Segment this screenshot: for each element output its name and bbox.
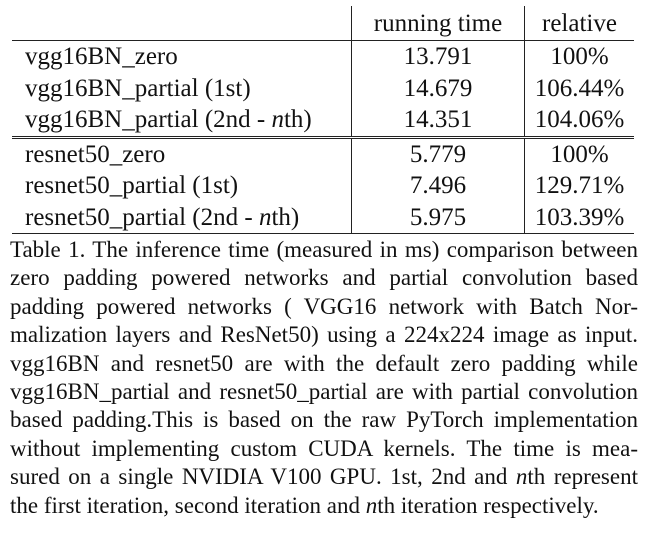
caption-line-text: th iteration respectively.	[377, 492, 599, 518]
caption-line: zero padding powered networks and partia…	[10, 265, 638, 291]
row-time: 7.496	[351, 170, 525, 202]
row-name: vgg16BN_partial (2nd - nth)	[12, 104, 352, 137]
caption-line: vgg16BN and resnet50 are with the defaul…	[10, 350, 638, 376]
caption-line: padding powered networks ( VGG16 network…	[10, 293, 638, 319]
row-relative: 100%	[524, 40, 634, 73]
caption-line: based padding.This is based on the raw P…	[10, 407, 638, 433]
header-empty-cell	[12, 6, 352, 41]
row-name-prefix: vgg16BN_partial (2nd -	[25, 106, 272, 134]
caption-line: malization layers and ResNet50) using a …	[10, 322, 638, 348]
caption-variable: n	[365, 492, 378, 518]
row-name-variable: n	[271, 106, 284, 134]
row-name-suffix: th)	[283, 106, 312, 134]
header-running-time: running time	[351, 6, 525, 41]
caption-line: without implementing custom CUDA kernels…	[10, 435, 638, 461]
row-name-suffix: th)	[271, 203, 300, 231]
caption-line: sured on a single NVIDIA V100 GPU. 1st, …	[10, 463, 638, 491]
row-relative: 106.44%	[524, 72, 634, 104]
caption-line: Table 1. The inference time (measured in…	[10, 237, 638, 262]
row-time: 5.779	[351, 135, 525, 170]
table-row: resnet50_zero 5.779 100%	[12, 135, 634, 170]
row-relative: 103.39%	[524, 201, 634, 234]
row-name: resnet50_zero	[12, 135, 352, 170]
row-name: resnet50_partial (1st)	[25, 172, 239, 200]
inference-time-table: running time relative vgg16BN_zero 13.79…	[12, 6, 634, 234]
row-time: 14.679	[351, 72, 525, 104]
row-relative: 100%	[524, 135, 634, 170]
row-time: 5.975	[351, 201, 525, 234]
caption-line-text: th represent	[527, 464, 638, 490]
row-relative: 129.71%	[524, 170, 634, 202]
row-name-prefix: resnet50_partial (2nd -	[25, 203, 259, 231]
table-row: vgg16BN_partial (1st) 14.679 106.44%	[12, 72, 634, 104]
row-time: 14.351	[351, 104, 525, 137]
header-relative: relative	[524, 6, 634, 41]
table-row: vgg16BN_partial (2nd - nth) 14.351 104.0…	[12, 104, 634, 137]
table-row: resnet50_partial (1st) 7.496 129.71%	[12, 170, 634, 202]
caption-line-text: sured on a single NVIDIA V100 GPU. 1st, …	[10, 464, 516, 490]
table-caption: Table 1. The inference time (measured in…	[10, 236, 638, 520]
caption-line: vgg16BN_partial and resnet50_partial are…	[10, 378, 638, 404]
row-name-variable: n	[258, 203, 272, 231]
row-relative: 104.06%	[524, 104, 634, 137]
row-time: 13.791	[351, 40, 525, 73]
row-name: vgg16BN_partial (1st)	[25, 74, 251, 102]
table-header-row: running time relative	[12, 6, 634, 41]
caption-line: the first iteration, second iteration an…	[10, 492, 638, 520]
caption-variable: n	[515, 464, 528, 490]
table-row: resnet50_partial (2nd - nth) 5.975 103.3…	[12, 201, 634, 234]
caption-line-text: the first iteration, second iteration an…	[10, 492, 366, 518]
table-row: vgg16BN_zero 13.791 100%	[12, 40, 634, 73]
row-name: vgg16BN_zero	[12, 40, 352, 73]
row-name: resnet50_partial (2nd - nth)	[12, 201, 352, 234]
